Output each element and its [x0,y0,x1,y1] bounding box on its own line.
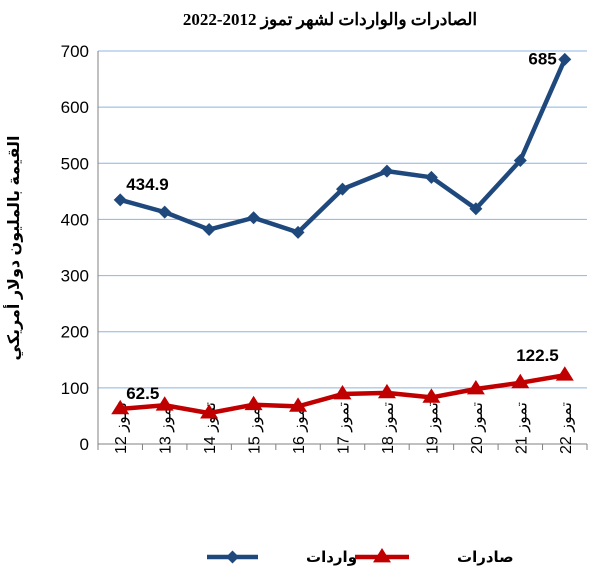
data-point [244,395,263,411]
data-label: 62.5 [126,384,159,403]
data-point [377,383,396,399]
data-label: 685 [528,49,556,68]
x-tick-label: تموز 16 [291,402,309,454]
data-point [111,399,130,415]
y-tick-label: 100 [61,379,89,398]
gridlines [98,50,587,389]
x-tick-label: تموز 17 [336,402,354,454]
legend-label: واردات [306,549,357,566]
legend-marker [226,550,239,564]
y-tick-label: 600 [61,98,89,117]
data-point [289,397,308,412]
x-tick-label: تموز 15 [247,402,265,454]
data-point [155,396,174,411]
data-point [333,385,352,400]
data-point [247,211,261,225]
data-point [466,379,485,395]
y-tick-label: 500 [61,154,89,173]
legend-marker [373,548,391,563]
data-labels: 434.9 685 62.5 122.5 [126,49,559,402]
data-point [555,366,574,381]
data-point [424,170,438,184]
y-tick-label: 200 [61,323,89,342]
y-axis-label: القيمة بالمليون دولار أمريكي [3,136,24,361]
data-point [113,193,127,207]
chart-title: الصادرات والواردات لشهر تموز 2012-2022 [183,10,477,30]
series-exports [111,366,574,419]
y-tick-label: 400 [61,210,89,229]
x-tick-label: تموز 18 [380,402,398,454]
series-layer [111,52,574,419]
data-point [200,404,219,419]
y-axis-ticks: 0 100 200 300 400 500 600 700 [61,42,89,454]
x-tick-label: تموز 12 [113,402,131,454]
data-point [513,153,527,167]
x-tick-label: تموز 22 [558,402,576,454]
x-tick-label: تموز 20 [469,402,487,454]
y-tick-label: 0 [80,435,89,454]
x-tick-label: تموز 13 [158,402,176,454]
data-point [380,164,394,178]
data-point [422,388,441,403]
series-line [119,58,567,235]
legend-item: واردات [207,549,357,566]
axes [97,51,588,450]
data-point [336,182,349,196]
series-imports [113,52,572,239]
data-point [291,225,305,239]
data-point [158,205,172,219]
y-tick-label: 300 [61,267,89,286]
data-point [558,52,572,66]
legend: واردات صادرات [207,548,514,566]
x-tick-label: تموز 21 [513,402,531,454]
data-label: 434.9 [126,175,169,194]
data-point [511,373,530,389]
data-point [202,223,216,237]
data-point [469,202,483,216]
y-tick-label: 700 [61,42,89,61]
legend-item: صادرات [355,548,514,566]
legend-label: صادرات [457,549,514,566]
x-tick-label: تموز 19 [424,402,442,454]
data-label: 122.5 [516,346,559,365]
